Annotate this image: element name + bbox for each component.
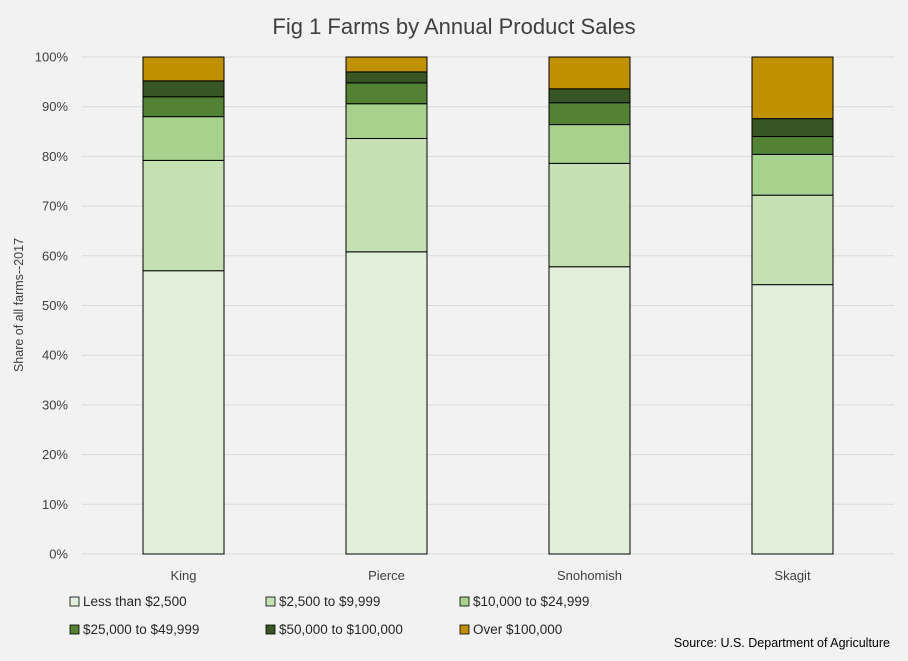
y-tick-label: 100% bbox=[35, 50, 69, 65]
legend-swatch bbox=[265, 596, 276, 607]
chart-title: Fig 1 Farms by Annual Product Sales bbox=[272, 14, 635, 39]
bar-segment bbox=[548, 266, 631, 555]
y-tick-label: 60% bbox=[42, 248, 68, 263]
bar-segment bbox=[142, 116, 225, 161]
y-tick-label: 20% bbox=[42, 447, 68, 462]
x-tick-label: Snohomish bbox=[557, 568, 622, 583]
bar-segment bbox=[548, 56, 631, 90]
y-tick-label: 80% bbox=[42, 149, 68, 164]
legend-swatch bbox=[459, 596, 470, 607]
bar-segment bbox=[548, 124, 631, 164]
x-tick-label: Pierce bbox=[368, 568, 405, 583]
bar-segment bbox=[142, 80, 225, 98]
bar-segment bbox=[751, 153, 834, 196]
x-tick-label: King bbox=[170, 568, 196, 583]
bar-segment bbox=[751, 284, 834, 555]
y-tick-label: 40% bbox=[42, 348, 68, 363]
x-tick-label: Skagit bbox=[774, 568, 811, 583]
bar-segment bbox=[345, 82, 428, 105]
y-axis-label: Share of all farms--2017 bbox=[12, 238, 26, 372]
bar-segment bbox=[751, 118, 834, 138]
y-tick-label: 30% bbox=[42, 397, 68, 412]
bar-segment bbox=[142, 96, 225, 118]
y-tick-label: 0% bbox=[49, 547, 68, 562]
bar-segment bbox=[142, 159, 225, 272]
bar-series bbox=[142, 56, 834, 555]
bar-segment bbox=[751, 194, 834, 286]
x-axis-ticks: King Pierce Snohomish Skagit bbox=[170, 568, 810, 583]
y-tick-label: 50% bbox=[42, 298, 68, 313]
bar-segment bbox=[345, 56, 428, 73]
legend: Less than $2,500 $2,500 to $9,999 $10,000 … bbox=[69, 594, 589, 637]
source-note: Source: U.S. Department of Agriculture bbox=[674, 636, 890, 650]
legend-label: Over $100,000 bbox=[473, 622, 562, 637]
bar-segment bbox=[142, 56, 225, 82]
bar-segment bbox=[345, 138, 428, 253]
bar-segment bbox=[345, 103, 428, 140]
legend-label: $25,000 to $49,999 bbox=[83, 622, 199, 637]
bar-segment bbox=[751, 136, 834, 155]
y-tick-label: 10% bbox=[42, 497, 68, 512]
legend-swatch bbox=[69, 596, 80, 607]
bar-segment bbox=[548, 88, 631, 104]
y-tick-label: 90% bbox=[42, 99, 68, 114]
y-tick-label: 70% bbox=[42, 199, 68, 214]
legend-label: $10,000 to $24,999 bbox=[473, 594, 589, 609]
legend-swatch bbox=[69, 624, 80, 635]
bar-segment bbox=[751, 56, 834, 120]
y-axis-ticks: 0% 10% 20% 30% 40% 50% 60% 70% 80% 90% 100% bbox=[35, 50, 69, 562]
legend-label: Less than $2,500 bbox=[83, 594, 187, 609]
legend-label: $50,000 to $100,000 bbox=[279, 622, 403, 637]
legend-swatch bbox=[459, 624, 470, 635]
legend-swatch bbox=[265, 624, 276, 635]
bar-segment bbox=[548, 102, 631, 126]
bar-segment bbox=[345, 71, 428, 84]
legend-label: $2,500 to $9,999 bbox=[279, 594, 380, 609]
bar-segment bbox=[548, 162, 631, 268]
bar-segment bbox=[142, 270, 225, 555]
bar-segment bbox=[345, 251, 428, 555]
